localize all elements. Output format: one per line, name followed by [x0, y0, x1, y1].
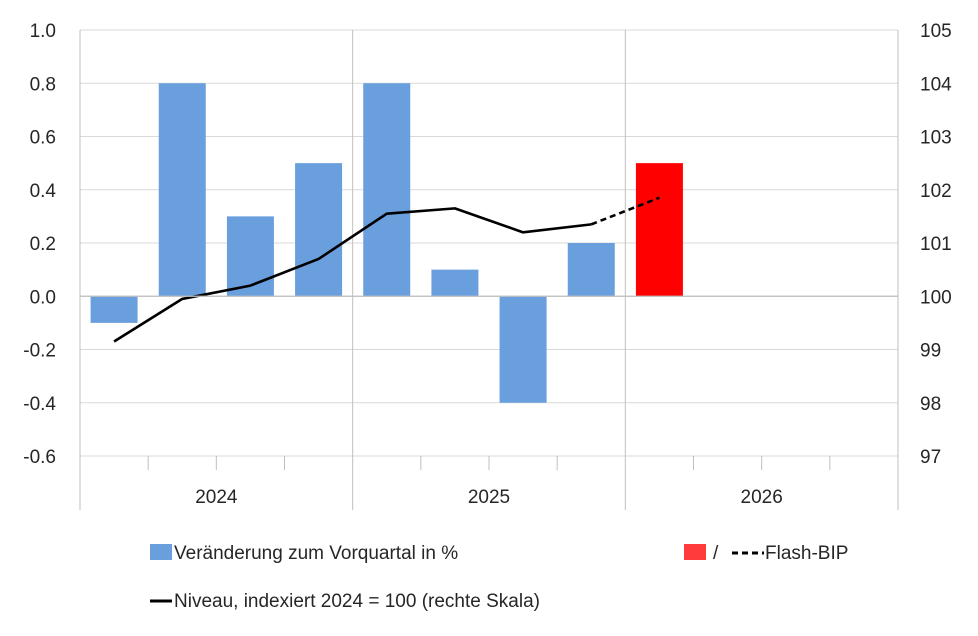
legend-line-label: Niveau, indexiert 2024 = 100 (rechte Ska… — [174, 591, 540, 612]
bar-4 — [295, 163, 342, 296]
y-tick-label: 0.6 — [30, 128, 56, 149]
legend-flash-swatch — [684, 544, 706, 560]
bar-7 — [500, 296, 547, 403]
year-label-2025: 2025 — [468, 487, 510, 508]
y2-tick-label: 103 — [920, 128, 952, 149]
y2-tick-label: 102 — [920, 181, 952, 202]
bar-6 — [431, 270, 478, 297]
y2-tick-label: 104 — [920, 74, 952, 95]
bar-9 — [636, 163, 683, 296]
y2-tick-label: 98 — [920, 394, 941, 415]
y-tick-label: -0.6 — [23, 447, 56, 468]
y-tick-label: 1.0 — [30, 21, 56, 42]
bar-2 — [159, 83, 206, 296]
y-tick-label: 0.0 — [30, 287, 56, 308]
legend-flash-label: Flash-BIP — [765, 543, 848, 564]
year-label-2024: 2024 — [195, 487, 238, 508]
y-tick-label: 0.8 — [30, 74, 56, 95]
legend-flash-separator: / — [713, 543, 719, 564]
year-label-2026: 2026 — [741, 487, 783, 508]
bars-layer — [91, 83, 683, 403]
bar-5 — [363, 83, 410, 296]
bar-8 — [568, 243, 615, 296]
y2-tick-label: 97 — [920, 447, 941, 468]
y-tick-label: -0.4 — [23, 394, 56, 415]
bar-1 — [91, 296, 138, 323]
legend: Veränderung zum Vorquartal in % / Flash-… — [150, 543, 848, 612]
y-tick-label: 0.4 — [30, 181, 57, 202]
y-tick-label: 0.2 — [30, 234, 56, 255]
y2-tick-label: 101 — [920, 234, 952, 255]
y2-tick-label: 105 — [920, 21, 952, 42]
y2-tick-label: 100 — [920, 287, 952, 308]
legend-bars-swatch — [150, 544, 172, 560]
y2-tick-label: 99 — [920, 341, 941, 362]
y-tick-label: -0.2 — [23, 341, 56, 362]
legend-bars-label: Veränderung zum Vorquartal in % — [174, 543, 458, 564]
